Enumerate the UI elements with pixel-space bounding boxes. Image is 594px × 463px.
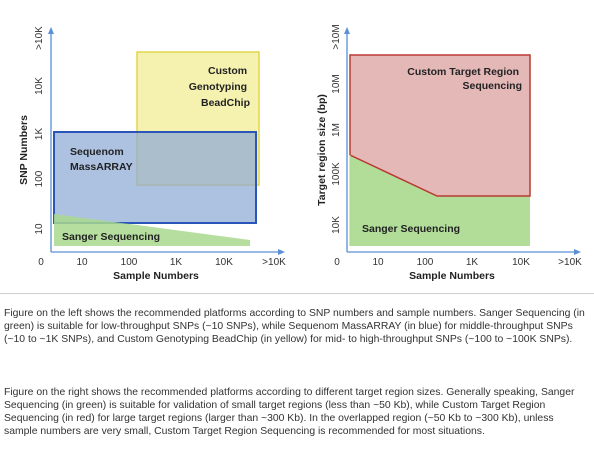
left-y-tick-100: 100: [34, 170, 45, 187]
sanger-region-right: [350, 155, 530, 246]
left-x-tick-10k: 10K: [215, 257, 233, 268]
left-y-axis-label: SNP Numbers: [18, 115, 30, 185]
right-y-tick-gt10m: >10M: [331, 24, 342, 49]
right-y-tick-100k: 100K: [331, 162, 342, 186]
right-y-tick-10k: 10K: [331, 216, 342, 234]
beadchip-label: Custom Genotyping BeadChip: [189, 65, 250, 109]
massarray-label: Sequenom MassARRAY: [70, 146, 133, 173]
left-y-tick-1k: 1K: [34, 128, 45, 141]
left-y-tick-gt10k: >10K: [34, 26, 45, 50]
right-x-tick-10: 10: [372, 257, 384, 268]
right-x-tick-gt10k: >10K: [558, 257, 582, 268]
sanger-label-right: Sanger Sequencing: [362, 223, 460, 235]
right-x-axis-label: Sample Numbers: [409, 270, 495, 282]
right-x-tick-1k: 1K: [466, 257, 479, 268]
left-x-axis-label: Sample Numbers: [113, 270, 199, 282]
diagrams: 10 100 1K 10K >10K 0 10 100 1K 10K >10K …: [18, 24, 582, 282]
right-y-axis-label: Target region size (bp): [316, 94, 328, 206]
massarray-region: [53, 131, 257, 224]
left-x-tick-10: 10: [76, 257, 88, 268]
target-region-sequencing-label: Custom Target Region Sequencing: [407, 66, 522, 92]
right-y-tick-10m: 10M: [331, 74, 342, 93]
left-diagram: 10 100 1K 10K >10K 0 10 100 1K 10K >10K …: [18, 26, 286, 282]
caption-right: Figure on the right shows the recommende…: [4, 387, 575, 437]
right-diagram: 10K 100K 1M 10M >10M 0 10 100 1K 10K >10…: [316, 24, 582, 282]
left-x-tick-100: 100: [121, 257, 138, 268]
right-x-tick-0: 0: [334, 257, 340, 268]
right-x-tick-10k: 10K: [512, 257, 530, 268]
left-y-tick-10: 10: [34, 223, 45, 235]
caption-left: Figure on the left shows the recommended…: [4, 308, 585, 345]
left-y-tick-10k: 10K: [34, 77, 45, 95]
left-x-tick-1k: 1K: [170, 257, 183, 268]
left-x-tick-0: 0: [38, 257, 44, 268]
right-y-tick-1m: 1M: [331, 123, 342, 137]
right-x-tick-100: 100: [417, 257, 434, 268]
sanger-region-left: [54, 214, 250, 246]
left-x-tick-gt10k: >10K: [262, 257, 286, 268]
sanger-label-left: Sanger Sequencing: [62, 231, 160, 243]
target-region-sequencing-region: [349, 54, 531, 197]
divider: [0, 293, 594, 294]
